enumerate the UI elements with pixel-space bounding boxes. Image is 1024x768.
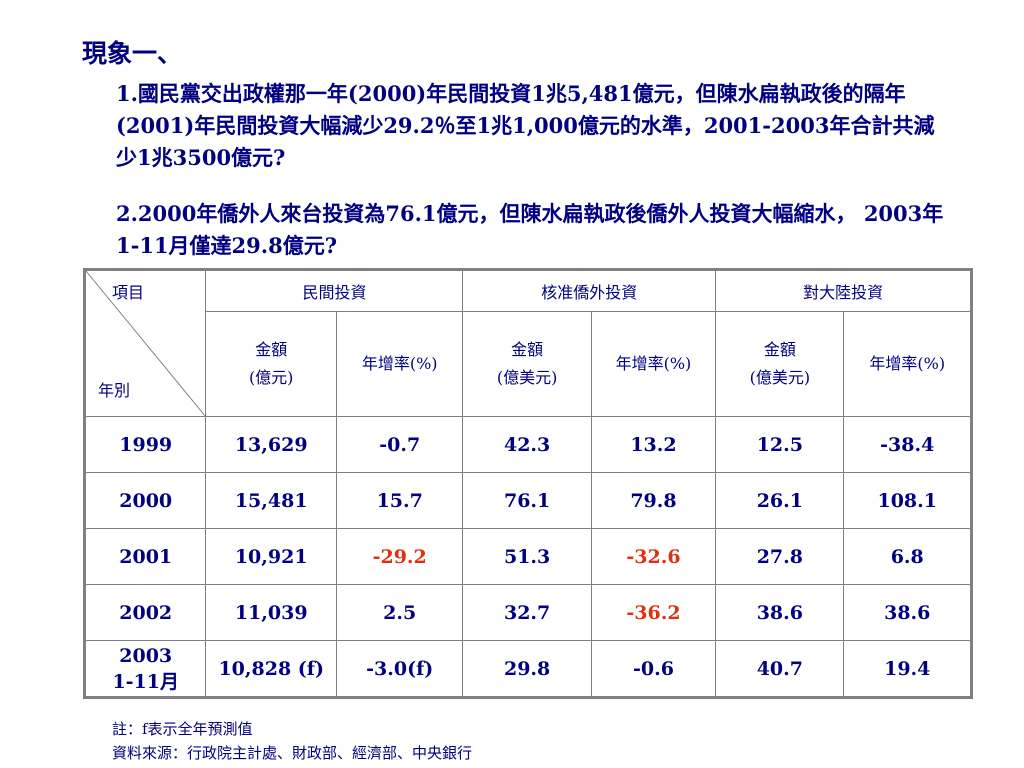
subheader-cell: 金額 (億美元) bbox=[462, 311, 592, 417]
value-cell: 11,039 bbox=[205, 584, 337, 641]
value-cell: 2.5 bbox=[335, 584, 464, 641]
value-cell: 15,481 bbox=[205, 472, 337, 529]
table-body: 1999 13,629 -0.7 42.3 13.2 12.5 -38.4 2000 15,48… bbox=[83, 416, 972, 698]
source-note: 資料來源：行政院主計處、財政部、經濟部、中央銀行 bbox=[112, 744, 473, 762]
value-cell: 51.3 bbox=[462, 528, 592, 585]
value-cell: -29.2 bbox=[335, 528, 464, 585]
value-cell: 38.6 bbox=[843, 584, 972, 641]
value-cell: 32.7 bbox=[462, 584, 592, 641]
value-cell: 10,921 bbox=[205, 528, 337, 585]
value-cell: -38.4 bbox=[843, 416, 972, 473]
value-cell: 42.3 bbox=[462, 416, 592, 473]
subheader-line1: 年增率(%) bbox=[615, 354, 692, 373]
value-cell: 19.4 bbox=[843, 640, 972, 698]
corner-header-cell: 項目 年別 bbox=[83, 269, 207, 417]
value-cell: 10,828 (f) bbox=[205, 640, 337, 698]
value-cell: 29.8 bbox=[462, 640, 592, 698]
subheader-cell: 金額 (億元) bbox=[205, 311, 337, 417]
corner-item-label: 項目 bbox=[112, 283, 145, 302]
table-header-row-2: 金額 (億元) 年增率(%) 金額 (億美元) 年增率(%) 金額 (億美元) … bbox=[85, 311, 972, 417]
subheader-line1: 金額 bbox=[255, 340, 288, 359]
value-cell: -0.7 bbox=[335, 416, 464, 473]
value-cell: 26.1 bbox=[715, 472, 845, 529]
value-cell: 15.7 bbox=[335, 472, 464, 529]
year-cell: 1999 bbox=[83, 416, 207, 473]
group-header-mainland-investment: 對大陸投資 bbox=[715, 269, 972, 312]
value-cell: 79.8 bbox=[590, 472, 717, 529]
year-cell: 2000 bbox=[83, 472, 207, 529]
value-cell: 40.7 bbox=[715, 640, 845, 698]
heading: 現象一、 bbox=[82, 39, 183, 68]
investment-table: 項目 年別 民間投資 核准僑外投資 對大陸投資 金額 (億元) 年增率(%) 金… bbox=[83, 268, 973, 699]
footnote: 註：f表示全年預測值 bbox=[112, 720, 253, 738]
group-header-foreign-investment: 核准僑外投資 bbox=[462, 269, 717, 312]
year-cell: 2003 1-11月 bbox=[83, 640, 207, 698]
value-cell: 108.1 bbox=[843, 472, 972, 529]
table-row: 2003 1-11月 10,828 (f) -3.0(f) 29.8 -0.6 40.7 1… bbox=[83, 640, 972, 698]
subheader-line2: (億美元) bbox=[749, 368, 811, 387]
subheader-line1: 金額 bbox=[511, 340, 544, 359]
value-cell: 13,629 bbox=[205, 416, 337, 473]
paragraph-1: 1.國民黨交出政權那一年(2000)年民間投資1兆5,481億元，但陳水扁執政後… bbox=[116, 81, 935, 170]
value-cell: -0.6 bbox=[590, 640, 717, 698]
diagonal-divider bbox=[86, 271, 206, 417]
group-header-private-investment: 民間投資 bbox=[205, 269, 464, 312]
subheader-line2: (億元) bbox=[248, 368, 294, 387]
subheader-line1: 年增率(%) bbox=[361, 354, 438, 373]
value-cell: 12.5 bbox=[715, 416, 845, 473]
table-header-row-1: 項目 年別 民間投資 核准僑外投資 對大陸投資 bbox=[83, 269, 972, 417]
value-cell: -36.2 bbox=[590, 584, 717, 641]
table-row: 1999 13,629 -0.7 42.3 13.2 12.5 -38.4 bbox=[83, 416, 972, 473]
value-cell: 76.1 bbox=[462, 472, 592, 529]
value-cell: 13.2 bbox=[590, 416, 717, 473]
subheader-cell: 年增率(%) bbox=[335, 311, 464, 417]
value-cell: 27.8 bbox=[715, 528, 845, 585]
value-cell: -32.6 bbox=[590, 528, 717, 585]
subheader-cell: 年增率(%) bbox=[843, 311, 972, 417]
year-cell: 2001 bbox=[83, 528, 207, 585]
subheader-line1: 金額 bbox=[763, 340, 796, 359]
corner-year-label: 年別 bbox=[98, 381, 131, 400]
subheader-cell: 金額 (億美元) bbox=[715, 311, 845, 417]
table-row: 2000 15,481 15.7 76.1 79.8 26.1 108.1 bbox=[83, 472, 972, 529]
subheader-line1: 年增率(%) bbox=[869, 354, 946, 373]
table-row: 2001 10,921 -29.2 51.3 -32.6 27.8 6.8 bbox=[83, 528, 972, 585]
year-cell: 2002 bbox=[83, 584, 207, 641]
subheader-cell: 年增率(%) bbox=[590, 311, 717, 417]
table-row: 2002 11,039 2.5 32.7 -36.2 38.6 38.6 bbox=[83, 584, 972, 641]
value-cell: -3.0(f) bbox=[335, 640, 464, 698]
value-cell: 6.8 bbox=[843, 528, 972, 585]
value-cell: 38.6 bbox=[715, 584, 845, 641]
paragraph-2: 2.2000年僑外人來台投資為76.1億元，但陳水扁執政後僑外人投資大幅縮水， … bbox=[116, 201, 944, 258]
subheader-line2: (億美元) bbox=[496, 368, 558, 387]
